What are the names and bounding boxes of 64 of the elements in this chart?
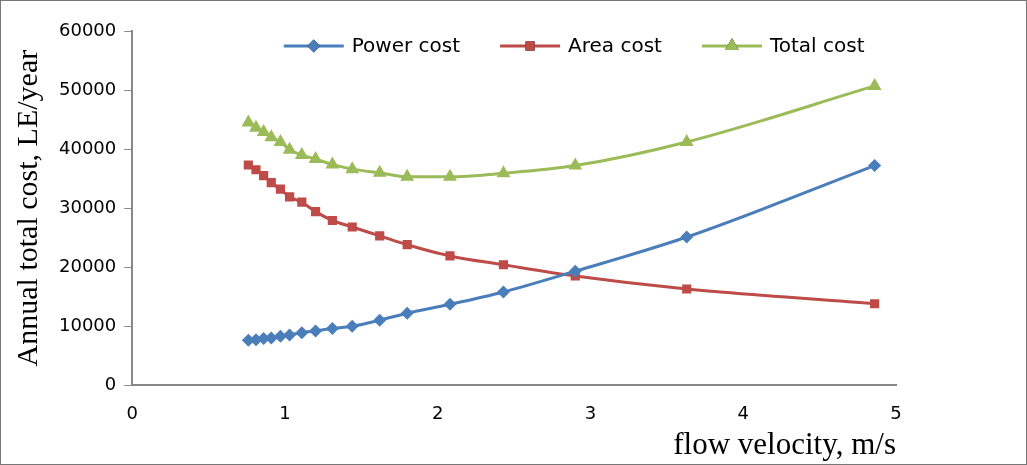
x-tick-label: 5 <box>890 401 902 423</box>
point <box>868 159 882 173</box>
point <box>283 328 297 342</box>
y-tick-label: 30000 <box>59 195 117 217</box>
point <box>373 313 387 327</box>
point <box>345 319 359 333</box>
point <box>400 306 414 320</box>
point <box>297 197 307 207</box>
x-tick-label: 1 <box>279 401 291 423</box>
x-tick-label: 2 <box>432 401 444 423</box>
point <box>680 230 694 244</box>
point <box>345 161 360 174</box>
point <box>243 160 253 170</box>
x-axis-title: flow velocity, m/s <box>673 425 896 461</box>
point <box>259 171 269 181</box>
y-tick-label: 60000 <box>59 18 117 40</box>
point <box>682 284 692 294</box>
point <box>309 324 323 338</box>
x-tick-label: 0 <box>126 401 138 423</box>
point <box>249 119 263 132</box>
x-tick-label: 3 <box>584 401 597 423</box>
point <box>325 322 339 336</box>
point <box>375 231 385 241</box>
point <box>275 184 286 194</box>
point <box>496 285 510 299</box>
legend-label: Total cost <box>768 33 865 58</box>
point <box>294 146 309 159</box>
point <box>285 192 295 202</box>
point <box>679 133 694 146</box>
point <box>402 240 412 250</box>
point <box>273 329 287 343</box>
point <box>308 151 323 164</box>
point <box>325 156 340 169</box>
point <box>498 260 509 270</box>
y-axis-title: Annual total cost, LE/year <box>9 49 43 367</box>
y-tick-label: 10000 <box>59 313 117 335</box>
legend-label: Power cost <box>351 33 461 58</box>
x-tick-label: 4 <box>737 401 749 423</box>
point <box>445 251 455 261</box>
point <box>241 114 256 127</box>
point <box>568 157 583 170</box>
point <box>496 165 511 178</box>
point <box>443 297 457 311</box>
point <box>251 165 261 175</box>
y-tick-label: 50000 <box>59 77 117 99</box>
point <box>327 215 337 226</box>
y-tick-label: 0 <box>104 372 117 394</box>
point <box>347 222 357 232</box>
point <box>295 326 309 340</box>
point <box>264 129 279 142</box>
point <box>867 77 882 90</box>
point <box>870 299 880 309</box>
point <box>266 178 276 188</box>
point <box>400 168 415 181</box>
point <box>310 207 321 217</box>
point <box>282 141 297 154</box>
point <box>273 133 288 146</box>
point <box>443 168 457 181</box>
y-tick-label: 40000 <box>59 136 117 158</box>
point <box>372 164 387 177</box>
legend-label: Area cost <box>568 33 663 58</box>
y-tick-label: 20000 <box>59 254 117 276</box>
point <box>256 123 271 136</box>
point <box>568 264 582 278</box>
